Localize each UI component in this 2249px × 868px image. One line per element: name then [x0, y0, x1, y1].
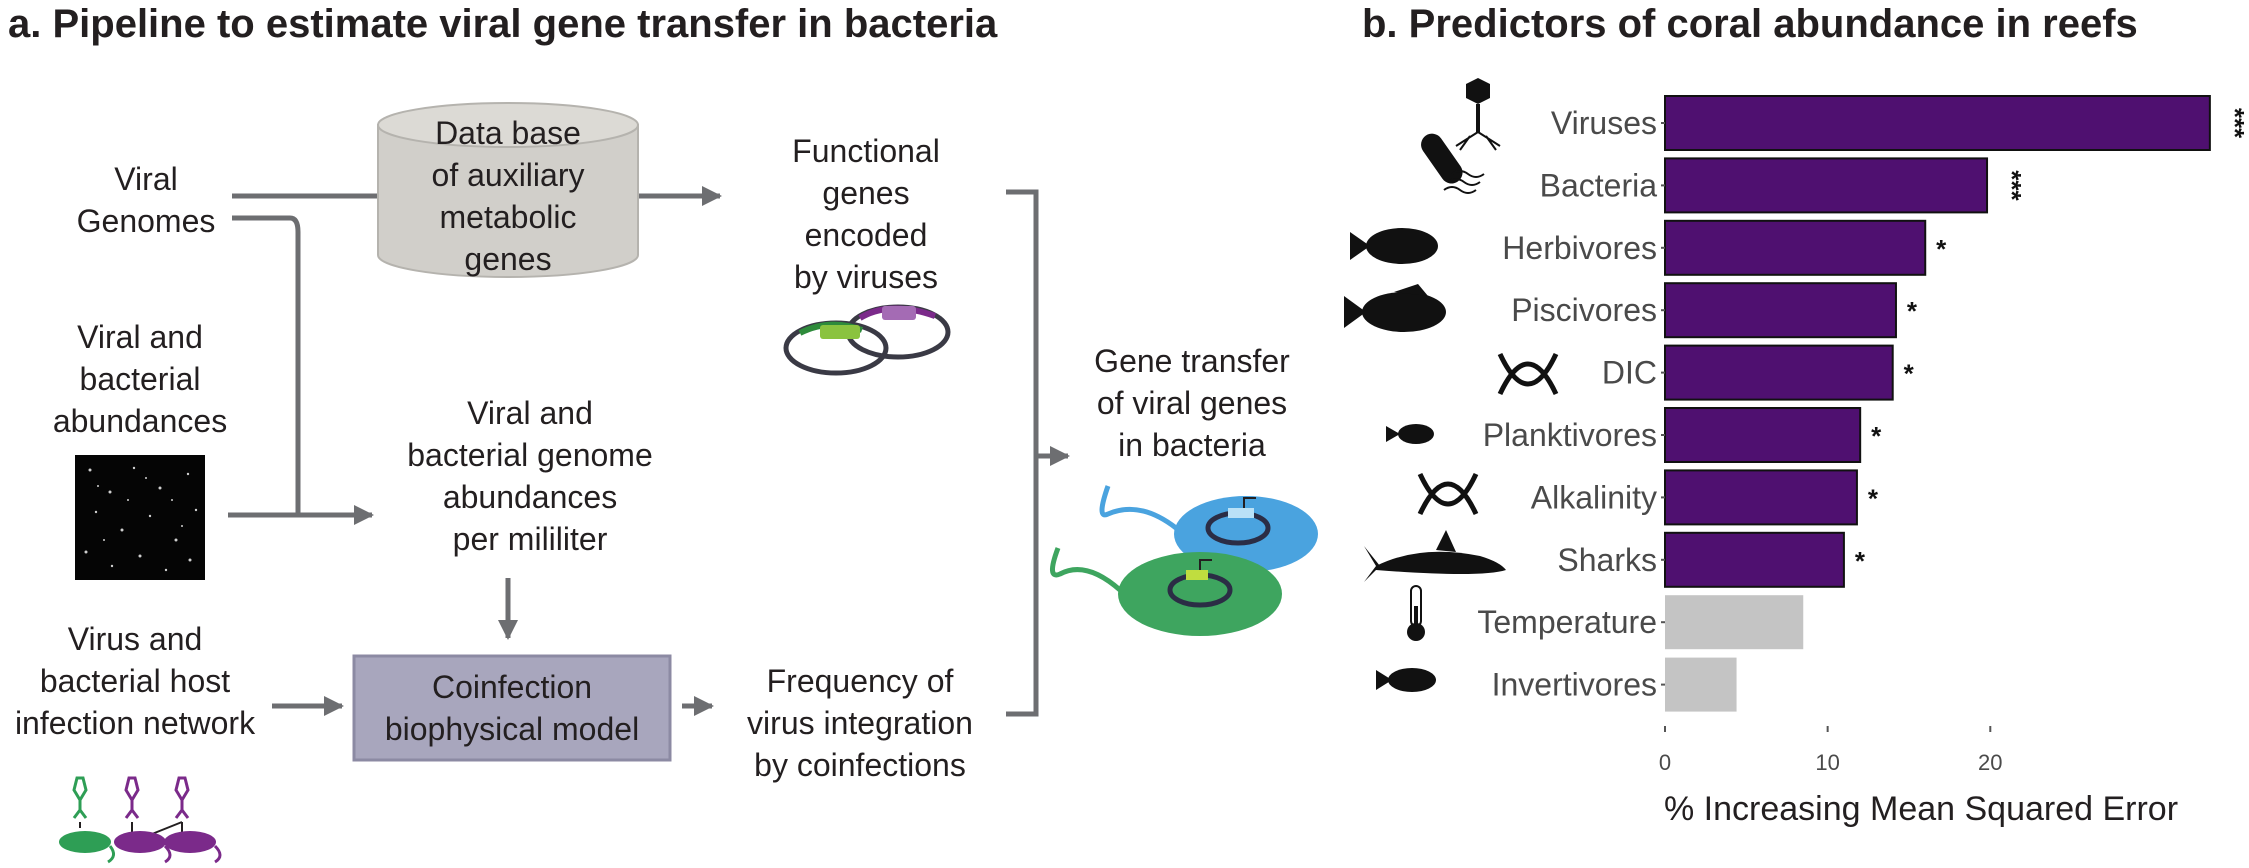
bar-dic: [1664, 344, 1894, 401]
model-label: Coinfection biophysical model: [384, 669, 640, 747]
genome-abundances-label: Viral and bacterial genome abundances pe…: [407, 395, 653, 557]
significance-label-herbivores: *: [1936, 234, 1947, 264]
x-axis-title: % Increasing Mean Squared Error: [1664, 790, 2179, 828]
x-tick-label: 0: [1659, 750, 1671, 775]
category-label-herbivores: Herbivores: [1502, 230, 1657, 266]
virus-icon: [1455, 78, 1501, 151]
bar-piscivores: [1664, 282, 1897, 339]
planktivore-fish-icon: [1386, 424, 1434, 444]
piscivore-fish-icon: [1344, 284, 1446, 332]
model-box: [352, 654, 672, 762]
category-label-planktivores: Planktivores: [1483, 417, 1657, 453]
category-label-dic: DIC: [1602, 355, 1657, 391]
significance-label-planktivores: *: [1871, 421, 1882, 451]
dic-helix-icon: [1497, 352, 1559, 396]
bar-bacteria: [1664, 157, 1989, 214]
significance-label-bacteria: ***: [1997, 170, 2027, 201]
significance-label-sharks: *: [1855, 546, 1866, 576]
category-label-bacteria: Bacteria: [1540, 167, 1658, 203]
bar-invertivores: [1665, 657, 1737, 712]
abundances-label: Viral and bacterial abundances: [52, 319, 228, 439]
category-label-alkalinity: Alkalinity: [1531, 479, 1657, 515]
gene-transfer-label: Gene transfer of viral genes in bacteria: [1094, 343, 1290, 463]
invertivore-fish-icon: [1376, 668, 1436, 692]
database-label: Data base of auxiliary metabolic genes: [431, 115, 585, 277]
bacteria-transfer-icon: [1050, 485, 1318, 636]
plasmid-rings-icon: [783, 304, 951, 376]
infection-network-label: Virus and bacterial host infection netwo…: [14, 621, 256, 741]
significance-label-dic: *: [1904, 359, 1915, 389]
bar-alkalinity: [1664, 469, 1858, 526]
infection-network-icon: [59, 776, 222, 864]
bar-planktivores: [1664, 407, 1862, 463]
category-label-viruses: Viruses: [1551, 105, 1657, 141]
bar-viruses: [1664, 95, 2211, 151]
microscopy-image: [75, 455, 205, 580]
bar-temperature: [1665, 595, 1804, 650]
frequency-label: Frequency of virus integration by coinfe…: [747, 663, 973, 783]
bar-herbivores: [1664, 219, 1927, 276]
arrow-genomes-to-abundances: [232, 215, 301, 513]
functional-genes-label: Functional genes encoded by viruses: [792, 133, 940, 295]
significance-label-alkalinity: *: [1868, 483, 1879, 513]
thermometer-icon: [1407, 585, 1425, 641]
category-label-invertivores: Invertivores: [1492, 667, 1657, 703]
significance-label-piscivores: *: [1907, 296, 1918, 326]
panel-a-title: a. Pipeline to estimate viral gene trans…: [8, 2, 998, 46]
significance-label-viruses: ***: [2220, 108, 2249, 139]
bar-sharks: [1664, 531, 1845, 588]
category-label-temperature: Temperature: [1477, 604, 1657, 640]
bacterium-icon: [1421, 133, 1485, 194]
x-tick-label: 20: [1978, 750, 2002, 775]
category-label-piscivores: Piscivores: [1511, 292, 1657, 328]
panel-b-title: b. Predictors of coral abundance in reef…: [1362, 2, 2138, 46]
merge-bracket: [1006, 189, 1039, 717]
database-cylinder: [377, 102, 639, 278]
category-label-sharks: Sharks: [1557, 542, 1657, 578]
x-tick-label: 10: [1815, 750, 1839, 775]
shark-icon: [1364, 530, 1506, 582]
alkalinity-helix-icon: [1417, 472, 1479, 516]
viral-genomes-label: Viral Genomes: [76, 161, 216, 239]
herbivore-fish-icon: [1350, 228, 1438, 264]
